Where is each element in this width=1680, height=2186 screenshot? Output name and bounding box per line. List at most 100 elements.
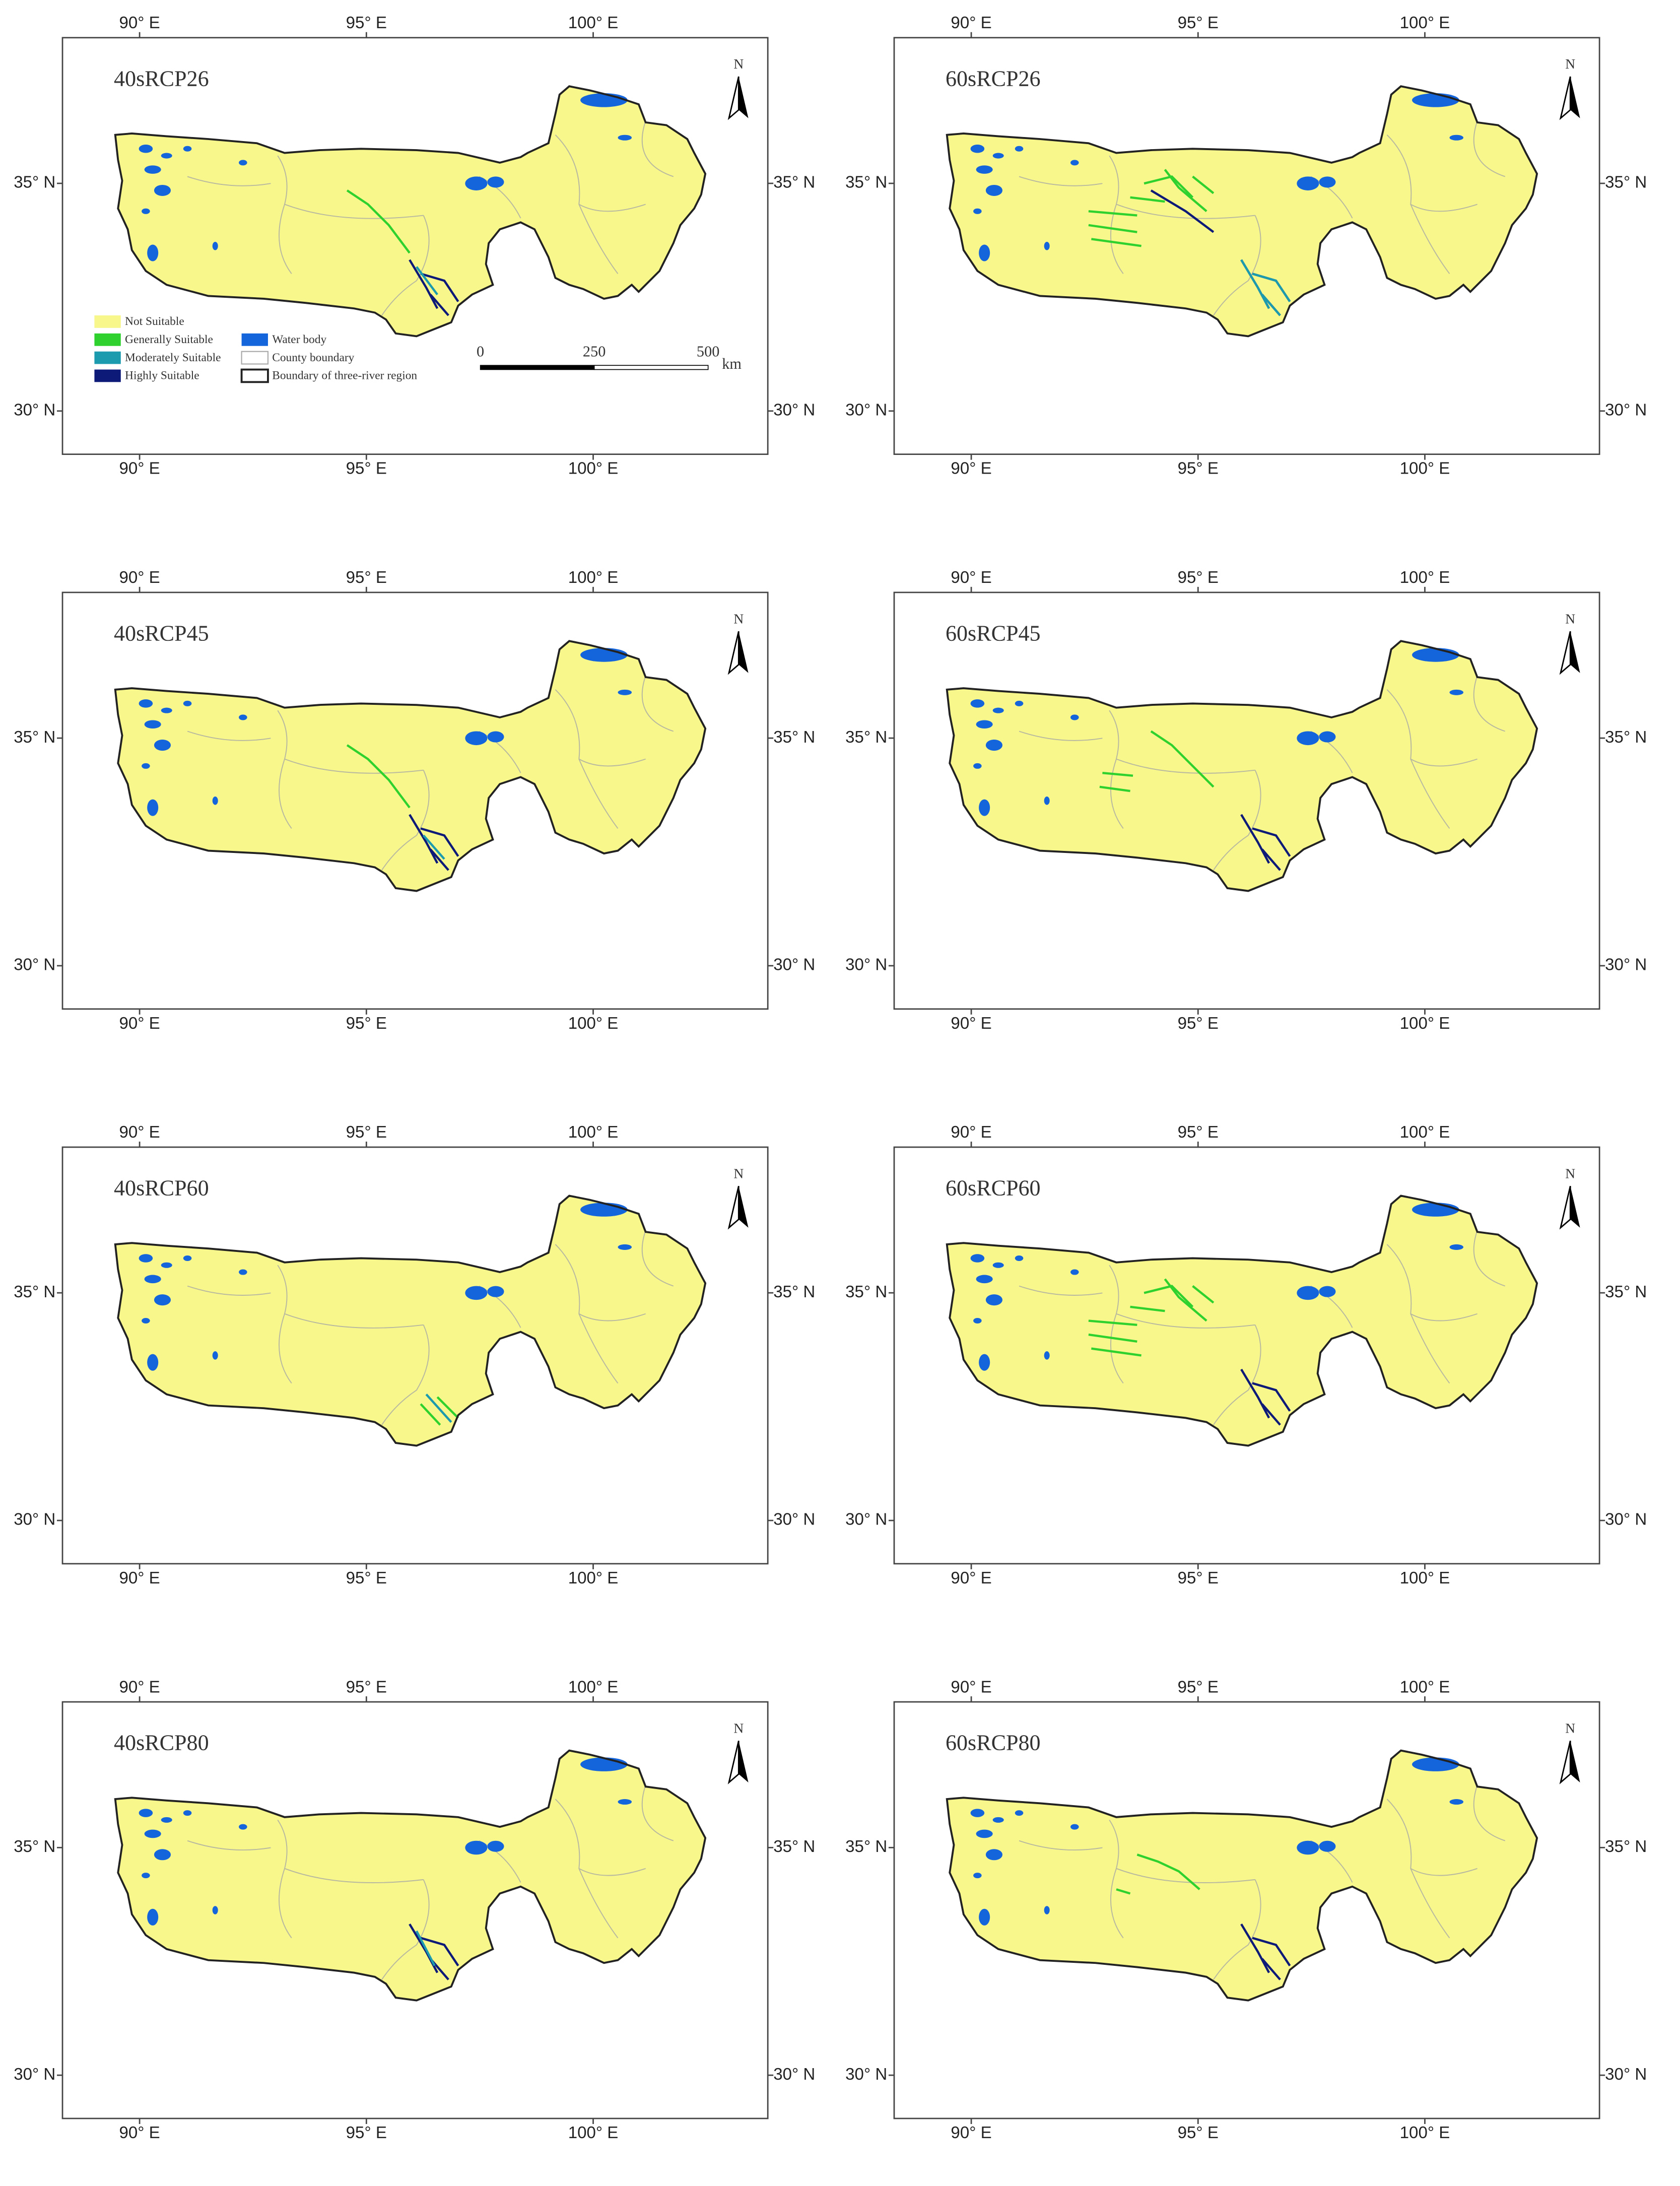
- x-tick-label: 95° E: [1178, 459, 1219, 478]
- water-body: [1319, 731, 1336, 743]
- water-body: [992, 153, 1004, 159]
- county-boundary: [1110, 1868, 1124, 1939]
- y-tick-label: 30° N: [845, 1510, 887, 1529]
- water-body: [183, 146, 192, 152]
- suitability-streak: [1088, 1278, 1215, 1357]
- scale-bar-black: [480, 365, 595, 370]
- y-tick-label: 35° N: [773, 173, 815, 192]
- legend-label: County boundary: [272, 351, 354, 364]
- water-body: [487, 1286, 504, 1297]
- water-body: [465, 731, 488, 746]
- water-body: [580, 648, 628, 662]
- legend-label: Highly Suitable: [125, 369, 199, 382]
- water-body: [212, 797, 218, 805]
- county-boundary: [1410, 759, 1450, 829]
- north-arrow-right: [1570, 76, 1580, 118]
- map-panel: 60sRCP45 N 90° E 90° E 95° E 95° E 100° E 100° …: [845, 568, 1647, 1033]
- y-tick-label: 35° N: [845, 1283, 887, 1301]
- water-body: [142, 1318, 150, 1324]
- y-tick-label: 30° N: [773, 2065, 815, 2084]
- x-tick-label: 100° E: [1400, 1123, 1450, 1142]
- water-body: [618, 135, 632, 141]
- region-boundary: [114, 1195, 707, 1447]
- y-tick-label: 30° N: [773, 1510, 815, 1529]
- water-body: [239, 160, 247, 166]
- water-body: [161, 707, 172, 713]
- water-body: [147, 799, 159, 816]
- panel-title: 60sRCP45: [946, 621, 1041, 645]
- water-body: [1015, 700, 1024, 706]
- water-body: [183, 1810, 192, 1816]
- county-boundary: [1473, 675, 1506, 732]
- x-tick-label: 100° E: [568, 1569, 619, 1587]
- water-body: [487, 731, 504, 743]
- water-body: [487, 176, 504, 188]
- map-panel: 40sRCP60 N 90° E 90° E 95° E 95° E 100° E 100° …: [14, 1123, 815, 1587]
- y-tick-label: 30° N: [845, 401, 887, 420]
- region-boundary: [946, 1749, 1538, 2002]
- county-boundary: [555, 135, 646, 212]
- x-tick-label: 95° E: [1178, 1569, 1219, 1587]
- x-tick-label: 100° E: [1400, 14, 1450, 32]
- county-boundary: [277, 1819, 424, 1883]
- county-boundary: [578, 204, 619, 274]
- y-tick-label: 30° N: [845, 956, 887, 974]
- county-boundary: [381, 1879, 430, 1980]
- water-body: [973, 208, 982, 214]
- county-boundary: [187, 731, 271, 741]
- water-body: [1412, 648, 1459, 662]
- y-tick-label: 30° N: [14, 401, 55, 420]
- x-tick-label: 90° E: [951, 14, 991, 32]
- map-panel: 60sRCP60 N 90° E 90° E 95° E 95° E 100° E 100° …: [845, 1123, 1647, 1587]
- region: [947, 86, 1537, 337]
- x-tick-label: 90° E: [951, 1014, 991, 1033]
- x-tick-label: 100° E: [568, 1678, 619, 1696]
- water-body: [239, 714, 247, 720]
- water-body: [1070, 1824, 1079, 1830]
- suitability-streak: [425, 1394, 452, 1423]
- county-boundary: [1410, 204, 1450, 274]
- legend-swatch: [94, 315, 121, 328]
- county-boundary: [1213, 1879, 1261, 1980]
- x-tick-label: 100° E: [1400, 459, 1450, 478]
- county-boundary: [1473, 1785, 1506, 1841]
- y-tick-label: 35° N: [1605, 173, 1647, 192]
- scale-bar-white: [593, 365, 709, 370]
- water-body: [1297, 1286, 1319, 1300]
- county-boundary: [1473, 120, 1506, 177]
- y-tick-label: 30° N: [845, 2065, 887, 2084]
- x-tick-label: 100° E: [568, 2124, 619, 2142]
- x-tick-label: 100° E: [568, 1123, 619, 1142]
- water-body: [1297, 731, 1319, 746]
- map-panel: 40sRCP80 N 90° E 90° E 95° E 95° E 100° E 100° …: [14, 1678, 815, 2142]
- county-boundary: [1213, 1324, 1261, 1425]
- county-boundary: [279, 759, 292, 829]
- region: [115, 641, 706, 891]
- water-body: [142, 208, 150, 214]
- county-boundary: [1213, 770, 1261, 871]
- county-boundary: [1213, 215, 1261, 316]
- region-boundary: [114, 640, 707, 892]
- north-label: N: [1565, 1165, 1575, 1181]
- water-body: [1297, 176, 1319, 190]
- water-body: [979, 799, 990, 816]
- water-body: [976, 165, 993, 174]
- north-label: N: [733, 1720, 744, 1736]
- north-arrow-right: [1570, 1741, 1580, 1782]
- water-body: [1044, 1351, 1050, 1360]
- county-boundary: [381, 1324, 430, 1425]
- x-tick-label: 95° E: [346, 1014, 387, 1033]
- x-tick-label: 90° E: [119, 1014, 160, 1033]
- y-tick-label: 35° N: [1605, 1837, 1647, 1856]
- panel-title: 40sRCP26: [114, 66, 209, 91]
- x-tick-label: 100° E: [1400, 1569, 1450, 1587]
- x-tick-label: 90° E: [951, 1678, 991, 1696]
- water-body: [973, 1318, 982, 1324]
- water-body: [1319, 176, 1336, 188]
- water-body: [1070, 160, 1079, 166]
- water-body: [973, 763, 982, 769]
- water-body: [1070, 714, 1079, 720]
- county-boundary: [1109, 1265, 1255, 1329]
- water-body: [161, 1817, 172, 1823]
- suitability-streak: [409, 814, 459, 871]
